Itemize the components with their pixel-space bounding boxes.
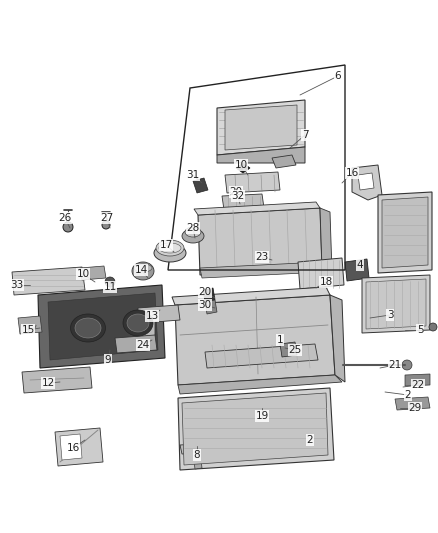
Ellipse shape <box>134 264 152 272</box>
Ellipse shape <box>185 227 201 237</box>
Polygon shape <box>172 287 330 305</box>
Polygon shape <box>378 192 432 273</box>
Text: 17: 17 <box>159 240 173 250</box>
Polygon shape <box>358 173 374 190</box>
Text: 5: 5 <box>417 325 423 335</box>
Text: 29: 29 <box>408 403 422 413</box>
Polygon shape <box>115 335 157 353</box>
Polygon shape <box>12 267 85 295</box>
Text: 3: 3 <box>387 310 393 320</box>
Polygon shape <box>362 275 430 333</box>
Text: 6: 6 <box>335 71 341 81</box>
Polygon shape <box>330 295 345 382</box>
Polygon shape <box>320 208 332 272</box>
Text: 32: 32 <box>231 191 245 201</box>
Text: 15: 15 <box>21 325 35 335</box>
Ellipse shape <box>154 244 186 262</box>
Text: 18: 18 <box>319 277 332 287</box>
Polygon shape <box>298 258 344 289</box>
Circle shape <box>402 360 412 370</box>
Text: 8: 8 <box>194 450 200 460</box>
Polygon shape <box>405 374 430 386</box>
Ellipse shape <box>159 243 181 253</box>
Text: 9: 9 <box>105 355 111 365</box>
Text: 2: 2 <box>405 390 411 400</box>
Polygon shape <box>55 428 103 466</box>
Text: 30: 30 <box>198 300 212 310</box>
Polygon shape <box>203 288 215 302</box>
Ellipse shape <box>156 240 184 256</box>
Circle shape <box>105 277 115 287</box>
Polygon shape <box>217 147 305 163</box>
Text: 14: 14 <box>134 265 148 275</box>
Polygon shape <box>217 100 305 155</box>
Polygon shape <box>382 197 428 268</box>
Circle shape <box>63 222 73 232</box>
Polygon shape <box>280 342 297 357</box>
Polygon shape <box>138 305 180 342</box>
Text: 10: 10 <box>234 160 247 170</box>
Circle shape <box>429 323 437 331</box>
Text: 26: 26 <box>58 213 72 223</box>
Text: 21: 21 <box>389 360 402 370</box>
Text: 12: 12 <box>41 378 55 388</box>
Polygon shape <box>193 178 208 193</box>
Polygon shape <box>205 344 318 368</box>
Circle shape <box>287 344 295 352</box>
Text: 27: 27 <box>100 213 113 223</box>
Polygon shape <box>193 451 202 469</box>
Ellipse shape <box>123 310 153 336</box>
Circle shape <box>102 221 110 229</box>
Text: 24: 24 <box>136 340 150 350</box>
Polygon shape <box>222 194 264 210</box>
Ellipse shape <box>127 314 149 332</box>
Text: 23: 23 <box>255 252 268 262</box>
Text: 11: 11 <box>103 282 117 292</box>
Text: 25: 25 <box>288 345 302 355</box>
Polygon shape <box>205 300 217 314</box>
Ellipse shape <box>75 318 101 338</box>
Text: 4: 4 <box>357 260 363 270</box>
Polygon shape <box>80 266 106 280</box>
Text: 10: 10 <box>77 269 89 279</box>
Text: 1: 1 <box>277 335 283 345</box>
Polygon shape <box>236 163 250 173</box>
Polygon shape <box>366 279 426 329</box>
Polygon shape <box>194 202 320 215</box>
Text: 19: 19 <box>255 411 268 421</box>
Polygon shape <box>395 397 430 410</box>
Text: 7: 7 <box>302 130 308 140</box>
Polygon shape <box>225 105 297 150</box>
Polygon shape <box>182 393 328 465</box>
Polygon shape <box>22 367 92 393</box>
Polygon shape <box>272 155 296 168</box>
Polygon shape <box>178 388 334 470</box>
Polygon shape <box>60 434 82 460</box>
Polygon shape <box>198 208 322 275</box>
Ellipse shape <box>71 314 106 342</box>
Text: 28: 28 <box>187 223 200 233</box>
Polygon shape <box>225 172 280 193</box>
Text: 33: 33 <box>11 280 24 290</box>
Text: 20: 20 <box>230 187 243 197</box>
Ellipse shape <box>132 262 154 280</box>
Polygon shape <box>18 316 42 334</box>
Polygon shape <box>352 165 382 200</box>
Text: 2: 2 <box>307 435 313 445</box>
Polygon shape <box>200 262 325 278</box>
Polygon shape <box>175 295 335 385</box>
Polygon shape <box>180 443 214 454</box>
Ellipse shape <box>182 229 204 243</box>
Text: 20: 20 <box>198 287 212 297</box>
Polygon shape <box>178 375 342 394</box>
Text: 13: 13 <box>145 311 159 321</box>
Polygon shape <box>345 259 369 281</box>
Text: 22: 22 <box>411 380 424 390</box>
Text: 16: 16 <box>67 443 80 453</box>
Polygon shape <box>48 293 158 360</box>
Polygon shape <box>38 285 165 368</box>
Text: 31: 31 <box>187 170 200 180</box>
Text: 16: 16 <box>346 168 359 178</box>
